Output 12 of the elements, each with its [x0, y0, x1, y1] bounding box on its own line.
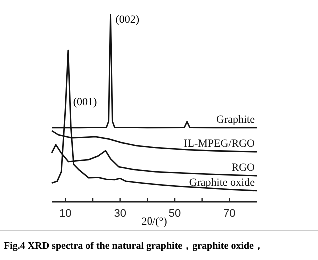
x-tick-label: 50: [168, 208, 182, 220]
x-tick-label: 10: [60, 208, 72, 220]
series-label: RGO: [232, 162, 256, 174]
series-label: IL-MPEG/RGO: [184, 138, 256, 150]
series-label: Graphite oxide: [189, 176, 256, 189]
x-axis-title: 2θ/(°): [142, 216, 168, 228]
series-label: Graphite: [216, 114, 256, 126]
x-tick-label: 70: [224, 208, 236, 220]
caption: Fig.4 XRD spectra of the natural graphite，graphite oxide，: [4, 241, 264, 252]
annotation: (002): [116, 14, 140, 26]
annotation: (001): [73, 96, 98, 108]
x-tick-label: 30: [114, 208, 126, 220]
